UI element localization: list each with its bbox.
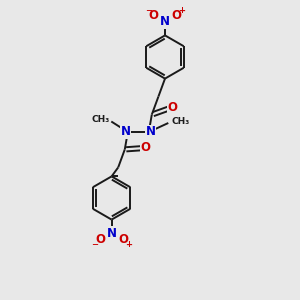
Text: +: + <box>178 6 185 15</box>
Text: CH₃: CH₃ <box>92 116 110 124</box>
Text: CH₃: CH₃ <box>171 117 190 126</box>
Text: N: N <box>146 125 156 139</box>
Text: O: O <box>118 233 128 246</box>
Text: −: − <box>145 6 152 15</box>
Text: O: O <box>95 233 105 246</box>
Text: N: N <box>106 226 117 240</box>
Text: O: O <box>168 100 178 114</box>
Text: O: O <box>141 141 151 154</box>
Text: +: + <box>125 240 132 249</box>
Text: N: N <box>121 125 131 139</box>
Text: O: O <box>148 9 159 22</box>
Text: −: − <box>91 240 98 249</box>
Text: O: O <box>171 9 182 22</box>
Text: N: N <box>160 15 170 28</box>
